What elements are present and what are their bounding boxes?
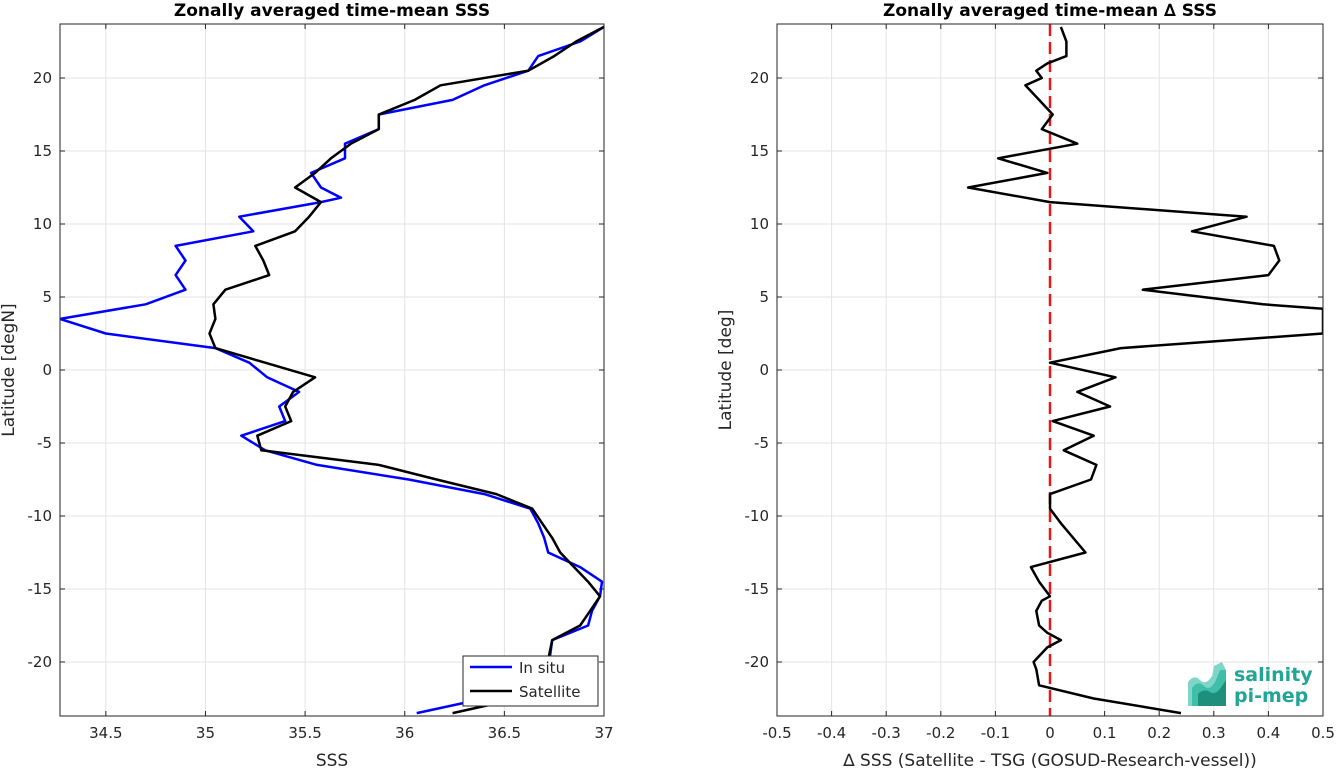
x-tick-label: 0.1 [1093, 724, 1117, 742]
x-tick-label: 0.5 [1311, 724, 1335, 742]
x-tick-label: -0.1 [981, 724, 1010, 742]
y-tick-labels: -20 -15 -10 -5 0 5 10 15 20 [28, 69, 53, 671]
legend: In situ Satellite [462, 655, 599, 707]
x-tick-label: -0.3 [872, 724, 901, 742]
logo-line-2: pi-mep [1234, 685, 1308, 707]
y-tick-label: 15 [750, 142, 769, 160]
x-tick-label: 35.5 [288, 724, 321, 742]
y-tick-label: 10 [750, 215, 769, 233]
chart-title: Zonally averaged time-mean SSS [174, 1, 490, 21]
right-panel: -0.5 -0.4 -0.3 -0.2 -0.1 0 0.1 0.2 0.3 0.4 0.5 -20… [716, 1, 1335, 769]
x-tick-label: 37 [594, 724, 613, 742]
x-tick-label: 0.4 [1256, 724, 1280, 742]
x-tick-labels: -0.5 -0.4 -0.3 -0.2 -0.1 0 0.1 0.2 0.3 0.4 0.5 [762, 724, 1335, 742]
legend-label-in-situ: In situ [519, 659, 565, 677]
y-tick-label: -20 [745, 653, 770, 671]
series-group [60, 25, 604, 715]
x-tick-label: -0.4 [817, 724, 846, 742]
axes-frame [776, 23, 1324, 717]
axes-frame [59, 23, 605, 717]
y-tick-label: 15 [33, 142, 52, 160]
y-axis-label: Latitude [deg] [716, 310, 736, 431]
x-axis-label: ∆ SSS (Satellite - TSG (GOSUD-Research-v… [842, 751, 1257, 769]
y-tick-label: 5 [759, 288, 769, 306]
y-tick-labels: -20 -15 -10 -5 0 5 10 15 20 [745, 69, 770, 671]
series-line-1 [208, 25, 604, 715]
x-tick-label: 35 [196, 724, 215, 742]
x-tick-label: 0.2 [1147, 724, 1171, 742]
wave-icon [1188, 662, 1226, 706]
legend-label-satellite: Satellite [519, 683, 580, 701]
y-tick-label: 0 [42, 361, 52, 379]
y-tick-label: -15 [28, 580, 53, 598]
y-tick-label: -5 [37, 434, 52, 452]
chart-title: Zonally averaged time-mean ∆ SSS [883, 1, 1217, 21]
logo-line-1: salinity [1234, 664, 1313, 686]
x-axis-label: SSS [316, 751, 348, 769]
x-tick-label: -0.5 [762, 724, 791, 742]
series-line-0 [966, 26, 1323, 715]
y-tick-label: -5 [754, 434, 769, 452]
y-tick-label: -20 [28, 653, 53, 671]
x-tick-label: 36 [395, 724, 414, 742]
x-tick-label: 0 [1045, 724, 1055, 742]
salinity-pi-mep-logo: salinity pi-mep [1188, 662, 1313, 707]
y-tick-label: 20 [33, 69, 52, 87]
y-tick-label: 0 [759, 361, 769, 379]
y-tick-label: -15 [745, 580, 770, 598]
x-tick-label: 34.5 [89, 724, 122, 742]
y-tick-label: 20 [750, 69, 769, 87]
x-tick-labels: 34.5 35 35.5 36 36.5 37 [89, 724, 613, 742]
legend-box [462, 655, 599, 707]
left-panel: 34.5 35 35.5 36 36.5 37 -20 -15 -10 -5 0 5 10 15 20 Z… [0, 1, 614, 769]
y-tick-label: -10 [745, 507, 770, 525]
series-group [966, 26, 1323, 715]
y-tick-label: 5 [42, 288, 52, 306]
y-tick-label: -10 [28, 507, 53, 525]
x-tick-label: -0.2 [926, 724, 955, 742]
x-tick-label: 0.3 [1202, 724, 1226, 742]
x-tick-label: 36.5 [488, 724, 521, 742]
y-axis-label: Latitude [degN] [0, 303, 19, 436]
y-tick-label: 10 [33, 215, 52, 233]
